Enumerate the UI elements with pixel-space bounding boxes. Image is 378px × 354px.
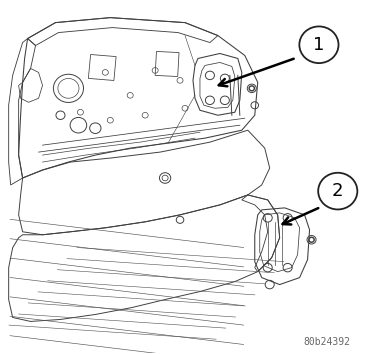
Text: 1: 1 xyxy=(313,36,325,54)
Bar xyxy=(88,55,116,80)
Text: 2: 2 xyxy=(332,182,344,200)
Text: 80b24392: 80b24392 xyxy=(303,337,350,347)
Bar xyxy=(155,51,179,76)
